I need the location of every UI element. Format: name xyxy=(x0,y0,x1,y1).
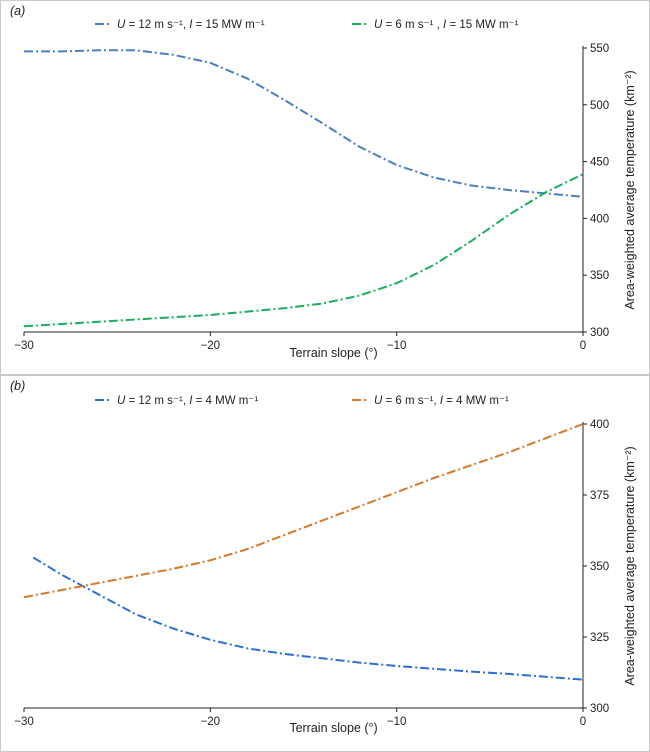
y-tick-label: 300 xyxy=(590,703,609,715)
series-line-1 xyxy=(24,49,584,198)
series-line-2 xyxy=(23,173,584,328)
x-tick-label: 0 xyxy=(580,716,586,728)
y-tick-label: 350 xyxy=(590,270,609,282)
chart-panel-b: (b) −30 −20 −10 0 300 325 350 375 400 Terrain slop… xyxy=(10,379,637,735)
y-tick-label: 400 xyxy=(590,419,609,431)
y-tick-label: 500 xyxy=(590,100,609,112)
y-tick-label: 350 xyxy=(590,561,609,573)
panel-label: (a) xyxy=(10,4,25,18)
y-tick-label: 550 xyxy=(590,43,609,55)
legend-label: U = 12 m s⁻¹, I = 15 MW m⁻¹ xyxy=(117,19,265,31)
panel-a-frame xyxy=(0,0,650,375)
legend-label: U = 12 m s⁻¹, I = 4 MW m⁻¹ xyxy=(117,395,258,407)
x-axis-label: Terrain slope (°) xyxy=(289,346,377,360)
series-line-2 xyxy=(23,423,584,599)
x-tick-label: −30 xyxy=(14,716,34,728)
panel-b-frame xyxy=(0,375,650,752)
x-tick-label: −10 xyxy=(387,340,407,352)
y-tick-label: 325 xyxy=(590,632,609,644)
series-line-1 xyxy=(32,556,584,681)
x-tick-label: −20 xyxy=(201,340,221,352)
y-tick-label: 450 xyxy=(590,157,609,169)
chart-panel-a: (a) −30 −20 −10 0 300 350 400 450 500 550 Terrain s… xyxy=(10,4,637,360)
x-tick-label: −20 xyxy=(201,716,221,728)
y-axis-label: Area-weighted average temperature (km⁻²) xyxy=(623,446,637,685)
y-tick-label: 400 xyxy=(590,213,609,225)
x-tick-label: 0 xyxy=(580,340,586,352)
panel-label: (b) xyxy=(10,379,25,393)
x-tick-label: −10 xyxy=(387,716,407,728)
y-axis-label: Area-weighted average temperature (km⁻²) xyxy=(623,70,637,309)
x-tick-label: −30 xyxy=(14,340,34,352)
legend-label: U = 6 m s⁻¹, I = 4 MW m⁻¹ xyxy=(374,395,509,407)
y-tick-label: 300 xyxy=(590,327,609,339)
legend-label: U = 6 m s⁻¹ , I = 15 MW m⁻¹ xyxy=(374,19,519,31)
y-tick-label: 375 xyxy=(590,490,609,502)
x-axis-label: Terrain slope (°) xyxy=(289,721,377,735)
